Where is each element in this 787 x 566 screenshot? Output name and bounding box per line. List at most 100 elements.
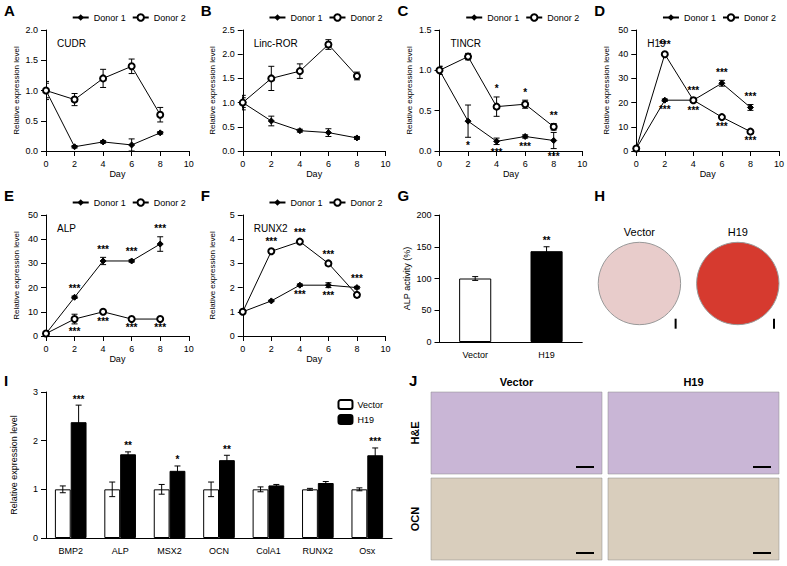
svg-text:G: G	[398, 187, 410, 204]
svg-text:E: E	[4, 187, 14, 204]
svg-text:Donor 2: Donor 2	[744, 13, 776, 23]
svg-text:8: 8	[354, 344, 359, 354]
svg-text:30: 30	[28, 258, 38, 268]
svg-text:ColA1: ColA1	[256, 546, 281, 556]
svg-text:J: J	[409, 372, 417, 389]
svg-text:Donor 2: Donor 2	[350, 13, 382, 23]
svg-text:***: ***	[265, 236, 277, 247]
svg-text:1: 1	[230, 307, 235, 317]
svg-text:H19: H19	[683, 376, 703, 388]
svg-text:Vector: Vector	[357, 400, 383, 410]
svg-text:50: 50	[421, 305, 431, 315]
svg-text:*: *	[523, 87, 527, 98]
svg-text:1.0: 1.0	[25, 86, 38, 96]
svg-text:2: 2	[72, 344, 77, 354]
svg-text:Donor 1: Donor 1	[684, 13, 716, 23]
svg-text:30: 30	[618, 73, 628, 83]
svg-text:6: 6	[326, 344, 331, 354]
svg-text:***: ***	[97, 244, 109, 255]
svg-text:H&E: H&E	[409, 421, 421, 444]
svg-text:***: ***	[369, 436, 381, 447]
svg-text:H19: H19	[728, 226, 748, 238]
svg-text:0.0: 0.0	[222, 146, 235, 156]
svg-text:4: 4	[101, 159, 106, 169]
svg-text:4: 4	[297, 159, 302, 169]
svg-text:H19: H19	[357, 415, 374, 425]
svg-text:5: 5	[230, 210, 235, 220]
svg-text:0: 0	[240, 159, 245, 169]
svg-text:1.5: 1.5	[222, 73, 235, 83]
svg-text:Vector: Vector	[624, 226, 656, 238]
svg-text:150: 150	[416, 242, 431, 252]
svg-text:H19: H19	[647, 38, 666, 49]
svg-text:ALP activity (%): ALP activity (%)	[402, 247, 412, 310]
svg-text:***: ***	[548, 151, 560, 162]
svg-text:Donor 1: Donor 1	[487, 13, 519, 23]
svg-text:100: 100	[416, 274, 431, 284]
svg-text:TINCR: TINCR	[451, 38, 482, 49]
svg-text:0: 0	[43, 344, 48, 354]
svg-text:10: 10	[774, 159, 784, 169]
svg-text:4: 4	[101, 344, 106, 354]
svg-text:2: 2	[33, 436, 38, 446]
svg-text:10: 10	[618, 122, 628, 132]
svg-text:***: ***	[154, 322, 166, 333]
svg-text:***: ***	[659, 104, 671, 115]
svg-text:4: 4	[494, 159, 499, 169]
svg-text:6: 6	[719, 159, 724, 169]
svg-text:0.5: 0.5	[222, 122, 235, 132]
svg-text:***: ***	[69, 326, 81, 337]
svg-text:4: 4	[230, 234, 235, 244]
svg-text:***: ***	[688, 85, 700, 96]
svg-text:RUNX2: RUNX2	[303, 546, 334, 556]
svg-text:40: 40	[28, 234, 38, 244]
svg-text:6: 6	[129, 344, 134, 354]
svg-text:8: 8	[158, 159, 163, 169]
svg-text:50: 50	[28, 210, 38, 220]
svg-text:20: 20	[618, 98, 628, 108]
svg-text:2.0: 2.0	[25, 25, 38, 35]
svg-text:***: ***	[351, 273, 363, 284]
svg-text:H: H	[594, 187, 605, 204]
svg-text:2: 2	[72, 159, 77, 169]
svg-text:***: ***	[716, 121, 728, 132]
svg-text:Day: Day	[700, 169, 717, 179]
svg-text:**: **	[550, 110, 558, 121]
svg-text:8: 8	[158, 344, 163, 354]
svg-text:RUNX2: RUNX2	[254, 223, 288, 234]
svg-text:2: 2	[662, 159, 667, 169]
svg-text:Day: Day	[109, 354, 126, 364]
svg-text:0.5: 0.5	[25, 116, 38, 126]
svg-text:0: 0	[43, 159, 48, 169]
svg-text:*: *	[176, 454, 180, 465]
svg-text:OCN: OCN	[209, 546, 229, 556]
svg-text:***: ***	[745, 91, 757, 102]
svg-text:200: 200	[416, 210, 431, 220]
svg-text:8: 8	[748, 159, 753, 169]
svg-text:Day: Day	[306, 169, 323, 179]
svg-text:0: 0	[240, 344, 245, 354]
svg-text:0: 0	[33, 331, 38, 341]
svg-text:***: ***	[745, 135, 757, 146]
svg-text:Donor 2: Donor 2	[350, 198, 382, 208]
svg-text:Relative expression level: Relative expression level	[602, 46, 611, 135]
svg-text:OCN: OCN	[409, 507, 421, 532]
svg-text:3: 3	[230, 258, 235, 268]
svg-text:0: 0	[230, 331, 235, 341]
svg-text:***: ***	[126, 246, 138, 257]
svg-text:Donor 2: Donor 2	[547, 13, 579, 23]
svg-text:1.5: 1.5	[419, 25, 432, 35]
svg-text:6: 6	[326, 159, 331, 169]
svg-text:2.5: 2.5	[222, 25, 235, 35]
svg-text:I: I	[4, 372, 8, 389]
svg-text:1.0: 1.0	[222, 98, 235, 108]
svg-text:***: ***	[519, 141, 531, 152]
svg-text:Linc-ROR: Linc-ROR	[254, 38, 298, 49]
svg-text:10: 10	[184, 159, 194, 169]
svg-text:***: ***	[126, 322, 138, 333]
svg-text:ALP: ALP	[112, 546, 129, 556]
svg-text:50: 50	[618, 25, 628, 35]
svg-text:0: 0	[426, 337, 431, 347]
svg-text:A: A	[4, 2, 15, 19]
svg-text:Vector: Vector	[500, 376, 534, 388]
